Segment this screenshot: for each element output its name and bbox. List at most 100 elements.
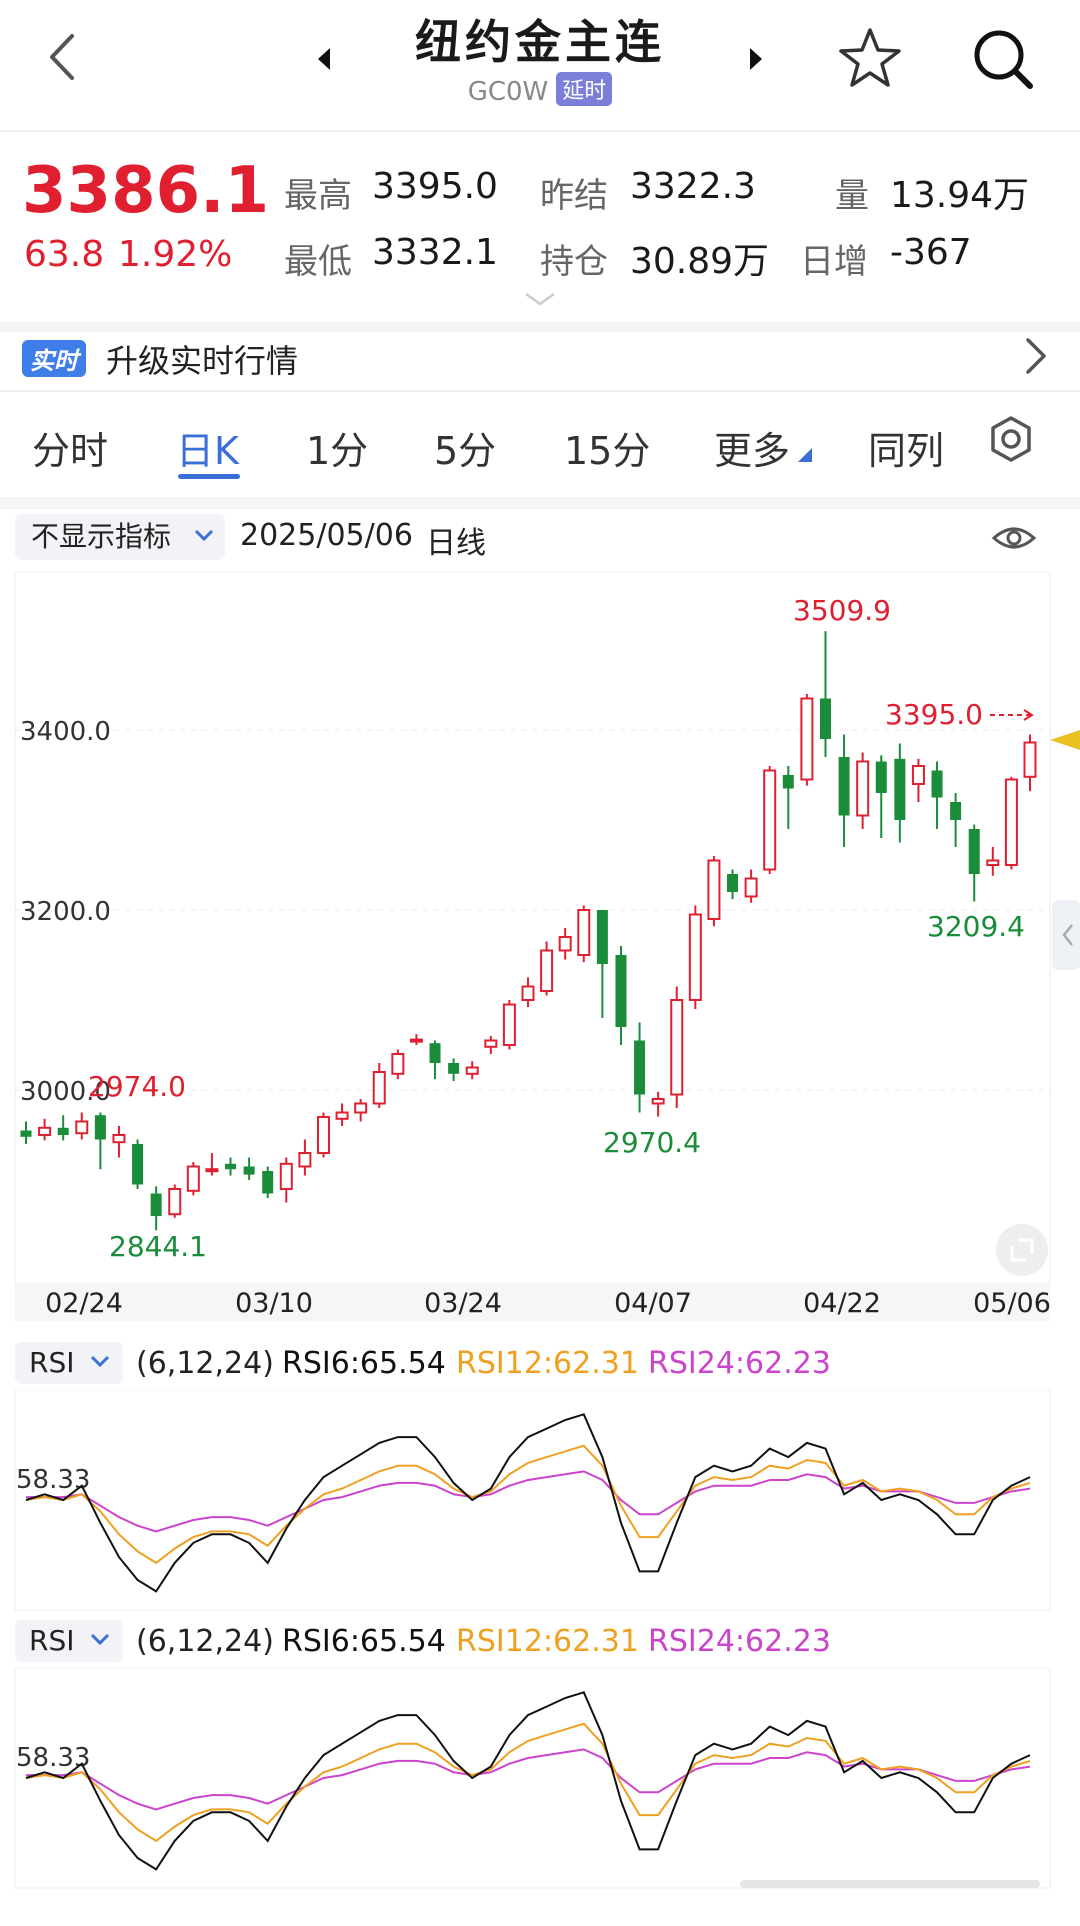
rsi12-line (25, 1444, 1031, 1565)
tab-15min[interactable]: 15分 (564, 429, 651, 473)
candle-body (763, 769, 777, 871)
candle-body (448, 1063, 460, 1074)
overlap-annotation: 2974.0 (88, 1070, 186, 1103)
volume-label: 量 (835, 176, 869, 216)
tab-1min[interactable]: 1分 (306, 429, 369, 473)
chart-period: 日线 (426, 526, 486, 561)
candle-body (94, 1115, 106, 1140)
candle-body (112, 1134, 126, 1144)
candle-body (20, 1130, 32, 1137)
chevron-down-icon (90, 1633, 110, 1646)
rsi-frame (14, 1390, 1051, 1611)
change-percent: 1.92% (118, 234, 233, 275)
rsi-select-2[interactable]: RSI (15, 1620, 123, 1662)
next-instrument-icon[interactable] (746, 44, 766, 74)
open-interest-label: 持仓 (540, 242, 608, 282)
candle-body (1004, 778, 1018, 866)
open-interest-value: 30.89万 (630, 241, 770, 282)
y-tick-label: 3400.0 (20, 717, 111, 747)
candle-body (558, 936, 572, 952)
date-axis-labels: 02/24 03/10 03/24 04/07 04/22 05/06 (0, 1288, 1080, 1324)
instrument-code: GC0W 延时 (0, 72, 1080, 107)
last-price: 3386.1 (22, 154, 269, 228)
x-tick-label: 03/24 (424, 1288, 502, 1319)
rsi-axis-label: 58.33 (16, 1465, 90, 1495)
volume-value: 13.94万 (890, 175, 1030, 216)
expand-icon (996, 1224, 1048, 1276)
candle-body (540, 949, 554, 992)
rsi-select-label-1: RSI (29, 1346, 75, 1379)
rsi-frame (14, 1668, 1051, 1889)
expand-arrow-icon (1018, 1238, 1034, 1254)
rsi-axis-label: 58.33 (16, 1743, 90, 1773)
chevron-down-icon (90, 1355, 110, 1368)
star-icon[interactable] (838, 26, 902, 90)
candle-body (409, 1038, 423, 1043)
rsi-chart-1: 58.33 (14, 1390, 1051, 1611)
upgrade-banner[interactable]: 实时 升级实时行情 (0, 322, 1080, 392)
rsi12-value-1: RSI12:62.31 (456, 1346, 639, 1381)
candle-body (931, 770, 943, 798)
back-icon[interactable] (44, 32, 78, 82)
expand-chevron-icon[interactable] (522, 290, 558, 310)
candle-body (38, 1126, 52, 1136)
candle-body (986, 859, 1000, 866)
rsi-select-1[interactable]: RSI (15, 1342, 123, 1384)
rsi-params-2: (6,12,24) (136, 1624, 274, 1659)
candle-body (651, 1098, 665, 1105)
current-price-marker (1050, 730, 1080, 750)
side-handle-chevron-icon (1062, 924, 1073, 946)
candle-body (75, 1120, 89, 1135)
delay-badge: 延时 (556, 72, 613, 106)
candle-body (688, 913, 702, 1001)
x-tick-label: 02/24 (45, 1288, 123, 1319)
prev-instrument-icon[interactable] (314, 44, 334, 74)
x-tick-label: 04/07 (614, 1288, 692, 1319)
indicator-row: 不显示指标 2025/05/06 日线 (0, 510, 1080, 565)
tab-same-list[interactable]: 同列 (868, 429, 945, 473)
date-axis (15, 1285, 1050, 1321)
candle-body (727, 874, 739, 892)
candle-body (911, 765, 925, 785)
prev-settle-label: 昨结 (540, 176, 608, 216)
active-tab-underline (178, 474, 240, 479)
rsi24-line (26, 1748, 1031, 1811)
daily-change-value: -367 (890, 232, 972, 273)
rsi24-value-1: RSI24:62.23 (648, 1346, 831, 1381)
side-handle (1052, 900, 1080, 970)
candlestick-chart[interactable]: 3400.0 3200.0 3000.0 3509.9 3395.0 3209.4 2970… (0, 570, 1080, 1285)
x-tick-label: 04/22 (803, 1288, 881, 1319)
rsi24-line (26, 1470, 1031, 1533)
candle-body (670, 999, 684, 1096)
rsi6-line (25, 1413, 1031, 1593)
tab-fenshi[interactable]: 分时 (32, 429, 109, 473)
tab-more[interactable]: 更多 (714, 429, 791, 473)
indicator-select-label: 不显示指标 (31, 520, 172, 553)
code-text: GC0W (467, 77, 549, 107)
indicator-select[interactable]: 不显示指标 (15, 514, 225, 560)
home-indicator (740, 1880, 1040, 1888)
candle-body (484, 1039, 498, 1048)
eye-icon[interactable] (990, 518, 1038, 558)
candle-body (150, 1193, 162, 1216)
candle-body (205, 1168, 219, 1173)
candle-body (521, 985, 535, 1001)
expand-arrow-icon (1010, 1246, 1026, 1262)
settings-gear-icon[interactable] (986, 414, 1036, 464)
low-value: 3332.1 (372, 232, 498, 273)
quote-panel: 3386.1 63.8 1.92% 最高 3395.0 最低 3332.1 昨结… (0, 132, 1080, 332)
search-icon[interactable] (970, 26, 1036, 92)
rsi12-value-2: RSI12:62.31 (456, 1624, 639, 1659)
candle-body (243, 1166, 255, 1175)
tab-daily-k[interactable]: 日K (176, 429, 239, 473)
chart-date: 2025/05/06 (240, 518, 413, 553)
candle-body (856, 760, 870, 817)
high-value: 3395.0 (372, 166, 498, 207)
tab-5min[interactable]: 5分 (434, 429, 497, 473)
candle-body (298, 1152, 312, 1168)
chart-frame (14, 571, 1051, 1285)
rsi-chart-2: 58.33 (14, 1668, 1051, 1889)
candle-body (372, 1071, 386, 1105)
rsi-params-1: (6,12,24) (136, 1346, 274, 1381)
high-label: 最高 (284, 176, 352, 216)
